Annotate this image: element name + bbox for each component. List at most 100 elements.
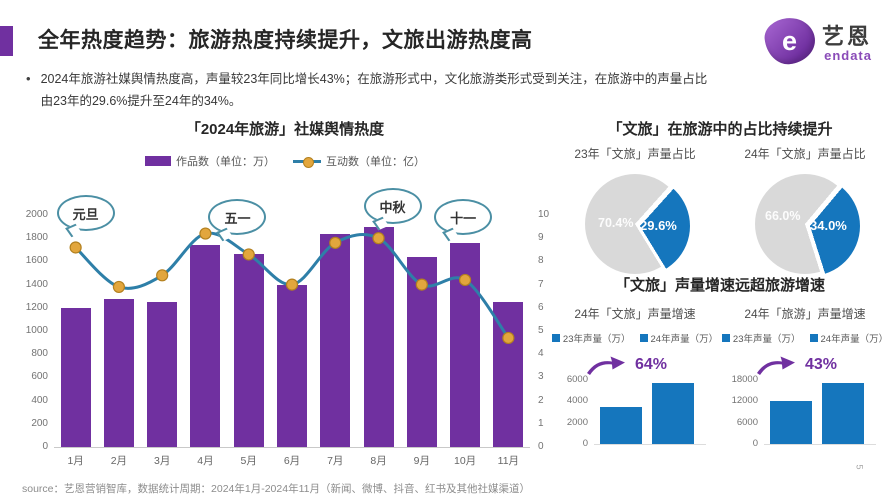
mini-wenlv-legend: 23年声量（万） 24年声量（万）	[550, 331, 720, 345]
x-axis-label: 9月	[413, 455, 430, 467]
interaction-marker	[458, 273, 472, 287]
right-axis-tick: 5	[538, 325, 544, 336]
growth-percent: 64%	[635, 356, 668, 373]
x-axis-label: 6月	[283, 455, 301, 467]
logo-brand-en: endata	[824, 48, 872, 63]
x-axis-label: 5月	[240, 455, 257, 467]
legend-label: 24年声量（万）	[650, 334, 719, 345]
page-title: 全年热度趋势：旅游热度持续提升，文旅出游热度高	[38, 29, 533, 52]
mini-lvyou-plot: 0 6000 12000 18000	[732, 374, 876, 449]
pie-gray-label: 70.4%	[598, 216, 634, 230]
x-axis-label: 2月	[110, 455, 128, 467]
legend-item-line: 互动数（单位：亿）	[293, 153, 425, 169]
pie-2024-chart: 66.0% 34.0%	[755, 174, 860, 276]
volume-bar	[233, 254, 264, 447]
right-axis-tick: 0	[538, 441, 544, 452]
left-axis-tick: 1200	[25, 301, 48, 313]
legend-item-24: 24年声量（万）	[809, 331, 889, 345]
interaction-marker	[372, 232, 385, 245]
source-note: source：艺恩营销智库，数据统计周期：2024年1月-2024年11月（新闻…	[22, 483, 530, 495]
interaction-marker	[502, 331, 515, 345]
pies-row: 23年「文旅」声量占比 70.4% 29.6% 24年「文旅」声量占比 66.0…	[550, 145, 890, 276]
growth-arrow-icon	[587, 356, 625, 375]
pie-blue-label: 34.0%	[810, 218, 847, 233]
left-axis-tick: 2000	[25, 209, 48, 220]
growth-charts-row: 24年「文旅」声量增速 23年声量（万） 24年声量（万） 64% 0 2000 4…	[550, 297, 890, 449]
logo-text: 艺恩 endata	[822, 19, 872, 63]
growth-bar	[770, 401, 812, 444]
interaction-marker	[285, 278, 299, 291]
right-axis-tick: 2	[538, 394, 544, 406]
interaction-marker	[415, 278, 428, 291]
volume-bar	[277, 284, 307, 447]
x-axis-label: 3月	[153, 455, 171, 467]
legend-label-line: 互动数（单位：亿）	[326, 156, 425, 168]
x-axis-label: 11月	[497, 455, 520, 467]
interaction-marker	[242, 248, 255, 261]
left-axis-tick: 600	[31, 371, 48, 383]
main-chart-title: 「2024年旅游」社媒舆情热度	[185, 121, 385, 138]
volume-bar	[147, 302, 178, 447]
blue-swatch-icon	[639, 334, 648, 342]
logo-brand-cn: 艺恩	[821, 24, 872, 49]
summary-bullet: • 2024年旅游社媒舆情热度高，声量较23年同比增长43%；在旅游形式中，文化…	[26, 68, 717, 112]
endata-logo: e 艺恩 endata	[762, 15, 872, 67]
bar-swatch-icon	[145, 156, 171, 166]
pie-2024: 24年「文旅」声量占比 66.0% 34.0%	[720, 145, 890, 276]
main-plot-area: 0 200 400 600 800 1000 1200 1400 1600 1800 2000 0 1 2…	[26, 188, 549, 467]
legend-item-23: 23年声量（万）	[721, 331, 801, 345]
mini-axis-tick: 18000	[731, 374, 758, 385]
page-number: 5	[854, 464, 865, 470]
pie-section-title: 「文旅」在旅游中的占比持续提升	[607, 121, 833, 138]
mini-chart-lvyou: 24年「旅游」声量增速 23年声量（万） 24年声量（万） 43% 0 6000 1…	[720, 297, 890, 449]
mini-lvyou-legend: 23年声量（万） 24年声量（万）	[720, 331, 890, 345]
left-axis-tick: 1800	[25, 232, 48, 244]
right-axis-tick: 10	[538, 209, 550, 220]
holiday-callout: 五一	[208, 199, 267, 235]
holiday-callout: 元旦	[56, 195, 115, 231]
holiday-callout: 十一	[434, 199, 493, 235]
blue-swatch-icon	[551, 334, 560, 342]
right-axis-tick: 9	[538, 232, 544, 244]
left-axis-tick: 1400	[25, 278, 48, 290]
holiday-callout: 中秋	[363, 188, 422, 224]
growth-indicator: 64%	[586, 353, 720, 377]
x-axis-label: 4月	[197, 455, 214, 467]
growth-percent: 43%	[805, 356, 838, 373]
mini-axis-tick: 6000	[566, 374, 588, 385]
growth-section-title: 「文旅」声量增速远超旅游增速	[614, 277, 825, 294]
mini-chart-wenlv: 24年「文旅」声量增速 23年声量（万） 24年声量（万） 64% 0 2000 4…	[550, 297, 720, 449]
right-axis-tick: 1	[538, 417, 544, 429]
volume-bar	[320, 233, 351, 447]
right-axis-tick: 8	[538, 255, 544, 267]
legend-label: 24年声量（万）	[820, 334, 889, 345]
left-axis-tick: 800	[31, 348, 48, 360]
left-axis-tick: 0	[42, 441, 48, 452]
pie-blue-slice	[760, 176, 860, 276]
left-axis-tick: 400	[31, 394, 48, 406]
interaction-marker	[112, 280, 126, 294]
legend-item-23: 23年声量（万）	[551, 331, 631, 345]
blue-swatch-icon	[721, 334, 730, 342]
mini-axis-tick: 12000	[731, 395, 758, 407]
volume-bar	[60, 307, 91, 447]
legend-label: 23年声量（万）	[562, 334, 631, 345]
pie-gray-label: 66.0%	[765, 209, 801, 223]
summary-text: 2024年旅游社媒舆情热度高，声量较23年同比增长43%；在旅游形式中，文化旅游…	[40, 72, 708, 108]
mini-axis-tick: 2000	[566, 416, 588, 428]
growth-bar	[600, 406, 642, 444]
growth-bar	[822, 382, 864, 444]
line-swatch-icon	[293, 156, 321, 168]
volume-bar	[363, 226, 394, 447]
left-axis-tick: 1000	[25, 325, 48, 336]
volume-bar	[493, 302, 524, 447]
growth-indicator: 43%	[756, 353, 890, 377]
right-axis-tick: 4	[538, 348, 544, 360]
x-axis-label: 1月	[67, 455, 84, 467]
logo-glyph: e	[782, 25, 798, 56]
pie-2023-subtitle: 23年「文旅」声量占比	[574, 147, 696, 161]
left-axis-tick: 200	[31, 417, 48, 429]
blue-swatch-icon	[809, 334, 818, 342]
legend-label: 23年声量（万）	[732, 334, 801, 345]
